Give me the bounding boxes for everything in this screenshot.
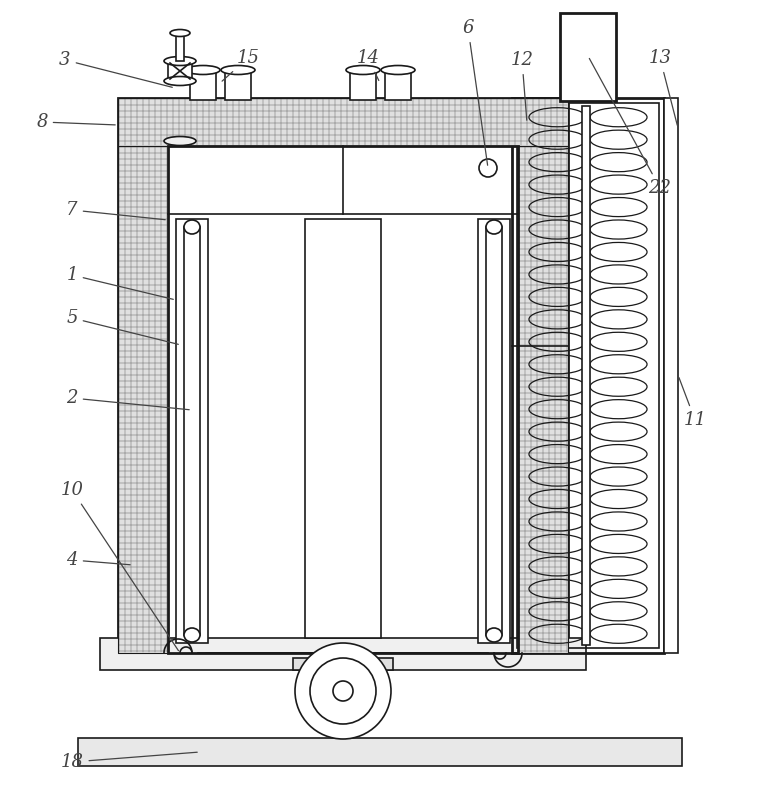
Ellipse shape [486,628,502,642]
Bar [350,70,376,100]
Bar [118,98,568,653]
Text: 7: 7 [66,201,165,219]
Text: 12: 12 [511,51,533,120]
Text: 10: 10 [61,481,179,650]
Text: 4: 4 [66,551,130,569]
Bar [560,13,616,101]
Ellipse shape [184,628,200,642]
Text: 5: 5 [66,309,178,344]
Bar [184,227,200,635]
Circle shape [295,643,391,739]
Ellipse shape [170,30,190,37]
Bar [118,98,568,146]
Ellipse shape [164,136,196,146]
Ellipse shape [164,77,196,86]
Bar [518,146,568,653]
Text: 3: 3 [59,51,172,87]
Ellipse shape [346,66,380,74]
Text: 1: 1 [66,266,174,300]
Bar [78,738,682,766]
Bar [486,227,502,635]
Ellipse shape [184,220,200,234]
Text: 11: 11 [679,377,706,429]
Text: 18: 18 [61,752,197,771]
Circle shape [479,159,497,177]
Bar [385,70,411,100]
Bar [478,219,510,643]
Ellipse shape [164,57,196,66]
Text: 13: 13 [648,49,677,125]
Bar [582,106,590,645]
Bar [118,146,168,653]
Bar [118,98,568,146]
Bar [168,61,192,81]
Circle shape [333,681,353,701]
Bar [293,658,393,670]
Text: 2: 2 [66,389,189,410]
Bar [323,670,363,698]
Bar [176,33,184,61]
Ellipse shape [486,220,502,234]
Bar [664,98,678,653]
Bar [517,103,659,648]
Bar [168,146,518,653]
Bar [100,638,586,670]
Text: 8: 8 [37,113,115,131]
Text: 15: 15 [222,49,260,81]
Text: 22: 22 [589,58,671,197]
Bar [225,70,251,100]
Ellipse shape [221,66,255,74]
Bar [176,219,208,643]
Text: 6: 6 [462,19,488,165]
Circle shape [310,658,376,724]
Ellipse shape [186,66,220,74]
Ellipse shape [381,66,415,74]
Bar [190,70,216,100]
Text: 14: 14 [356,49,380,80]
Bar [518,146,568,653]
Bar [305,219,381,638]
Bar [512,98,664,653]
Bar [118,146,168,653]
